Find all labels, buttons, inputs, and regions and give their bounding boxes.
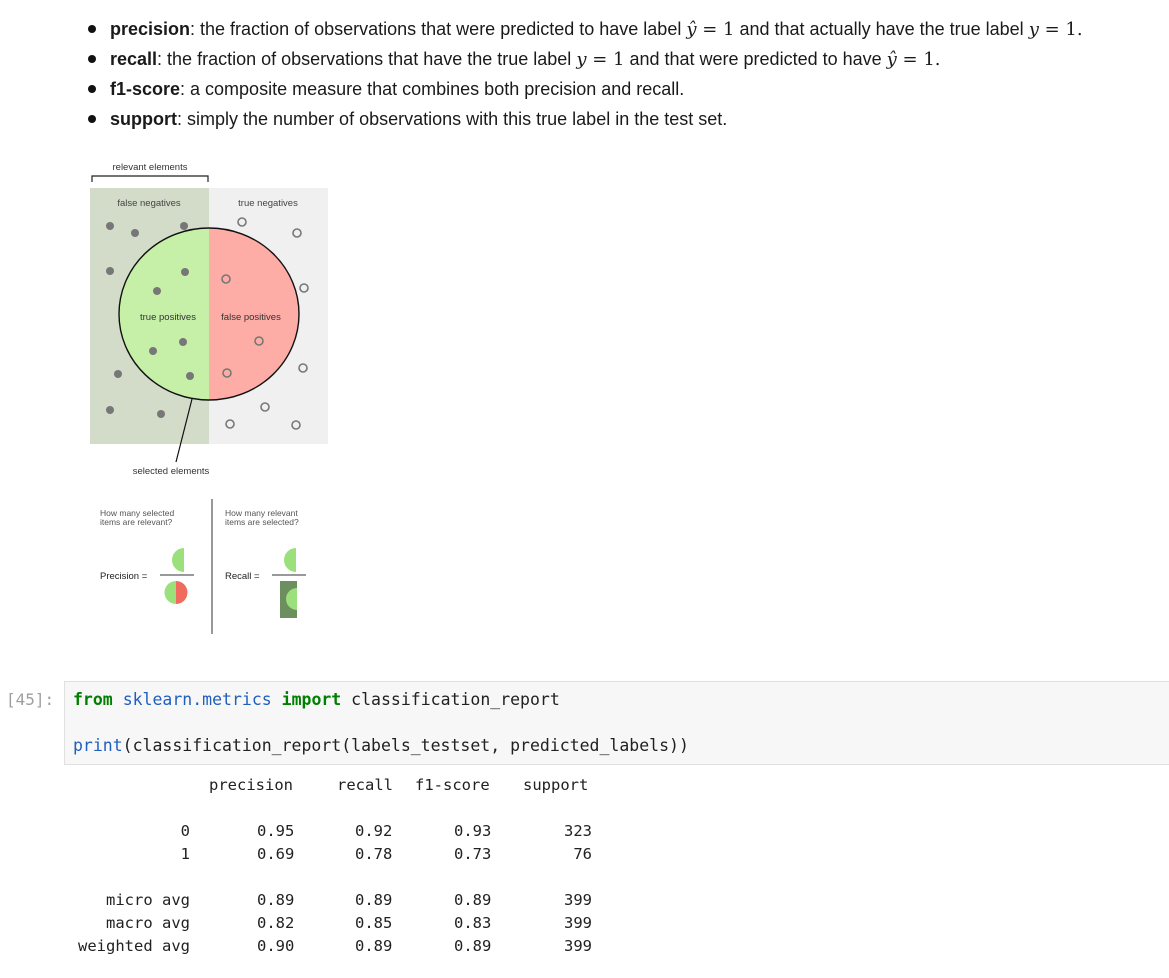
row-label: 1	[180, 845, 190, 863]
relevant-elements-label: relevant elements	[113, 162, 188, 173]
print-arguments: (classification_report(labels_testset, p…	[122, 736, 689, 755]
row-recall: 0.85	[355, 914, 393, 932]
row-label: weighted avg	[78, 937, 190, 955]
header-recall: recall	[337, 776, 393, 794]
selected-elements-label: selected elements	[133, 466, 210, 477]
keyword-import: import	[281, 690, 342, 709]
definition-text: : simply the number of observations with…	[177, 109, 728, 129]
math-value: = 1.	[896, 49, 941, 70]
recall-question-line1: How many relevant	[225, 508, 298, 518]
math-symbol: ŷ	[686, 19, 697, 40]
precision-question-line2: items are relevant?	[100, 517, 173, 527]
false-negatives-label: false negatives	[117, 198, 181, 209]
recall-question-line2: items are selected?	[225, 517, 299, 527]
module-name: sklearn.metrics	[122, 690, 272, 709]
definition-text: : the fraction of observations that have…	[157, 49, 577, 69]
list-item: precision: the fraction of observations …	[86, 14, 1166, 44]
row-support: 399	[564, 914, 592, 932]
precision-denominator-right-icon	[176, 581, 188, 604]
recall-numerator-icon	[284, 548, 296, 572]
bullet-icon	[88, 55, 96, 63]
list-item: f1-score: a composite measure that combi…	[86, 74, 1166, 104]
row-label: 0	[180, 822, 190, 840]
false-positives-region	[209, 228, 299, 400]
cell-prompt: [45]:	[6, 690, 55, 709]
definition-text: : the fraction of observations that were…	[190, 19, 687, 39]
code-cell-input[interactable]: from sklearn.metrics import classificati…	[64, 681, 1169, 765]
header-f1-score: f1-score	[415, 776, 490, 794]
row-f1: 0.73	[454, 845, 492, 863]
row-support: 399	[564, 937, 592, 955]
selected-pointer	[175, 398, 193, 463]
row-precision: 0.90	[257, 937, 295, 955]
precision-label: Precision =	[100, 571, 148, 582]
selected-circle	[118, 227, 300, 401]
row-f1: 0.89	[454, 891, 492, 909]
header-support: support	[523, 776, 589, 794]
term: support	[110, 109, 177, 129]
precision-recall-diagram: relevant elements false negatives true n…	[86, 156, 336, 646]
math-symbol: y	[1028, 19, 1039, 40]
term: recall	[110, 49, 158, 69]
bullet-icon	[88, 115, 96, 123]
row-precision: 0.82	[257, 914, 295, 932]
row-precision: 0.69	[257, 845, 295, 863]
list-item: support: simply the number of observatio…	[86, 104, 1166, 134]
print-call: print	[73, 736, 123, 755]
row-label: macro avg	[106, 914, 190, 932]
list-item: recall: the fraction of observations tha…	[86, 44, 1166, 74]
false-positives-label: false positives	[221, 312, 281, 323]
true-negatives-label: true negatives	[238, 198, 298, 209]
recall-denominator-half-icon	[286, 588, 297, 610]
math-symbol: y	[576, 49, 587, 70]
definition-text: : a composite measure that combines both…	[180, 79, 685, 99]
row-recall: 0.89	[355, 937, 393, 955]
irrelevant-dots	[221, 217, 309, 430]
true-positives-label: true positives	[140, 312, 196, 323]
recall-label: Recall =	[225, 571, 260, 582]
math-value: = 1.	[1038, 19, 1083, 40]
row-f1: 0.89	[454, 937, 492, 955]
code-line-2: print(classification_report(labels_tests…	[73, 736, 689, 755]
bullet-icon	[88, 25, 96, 33]
row-recall: 0.78	[355, 845, 393, 863]
row-recall: 0.92	[355, 822, 393, 840]
row-support: 76	[573, 845, 592, 863]
math-value: = 1	[696, 19, 735, 40]
row-f1: 0.83	[454, 914, 492, 932]
relevant-dots	[106, 222, 194, 418]
relevant-bracket	[91, 175, 209, 182]
definition-text: and that were predicted to have	[624, 49, 887, 69]
row-f1: 0.93	[454, 822, 492, 840]
row-support: 399	[564, 891, 592, 909]
imported-name: classification_report	[341, 690, 560, 709]
row-label: micro avg	[106, 891, 190, 909]
precision-numerator-icon	[172, 548, 184, 572]
row-recall: 0.89	[355, 891, 393, 909]
keyword-from: from	[73, 690, 113, 709]
code-line-1: from sklearn.metrics import classificati…	[73, 690, 560, 709]
bullet-icon	[88, 85, 96, 93]
row-support: 323	[564, 822, 592, 840]
definition-text: and that actually have the true label	[734, 19, 1029, 39]
math-value: = 1	[586, 49, 625, 70]
precision-denominator-left-icon	[164, 581, 176, 604]
row-precision: 0.95	[257, 822, 295, 840]
header-precision: precision	[209, 776, 293, 794]
metric-definitions-list: precision: the fraction of observations …	[86, 14, 1166, 134]
row-precision: 0.89	[257, 891, 295, 909]
math-symbol: ŷ	[886, 49, 897, 70]
term: f1-score	[110, 79, 181, 99]
precision-question-line1: How many selected	[100, 508, 174, 518]
term: precision	[110, 19, 191, 39]
